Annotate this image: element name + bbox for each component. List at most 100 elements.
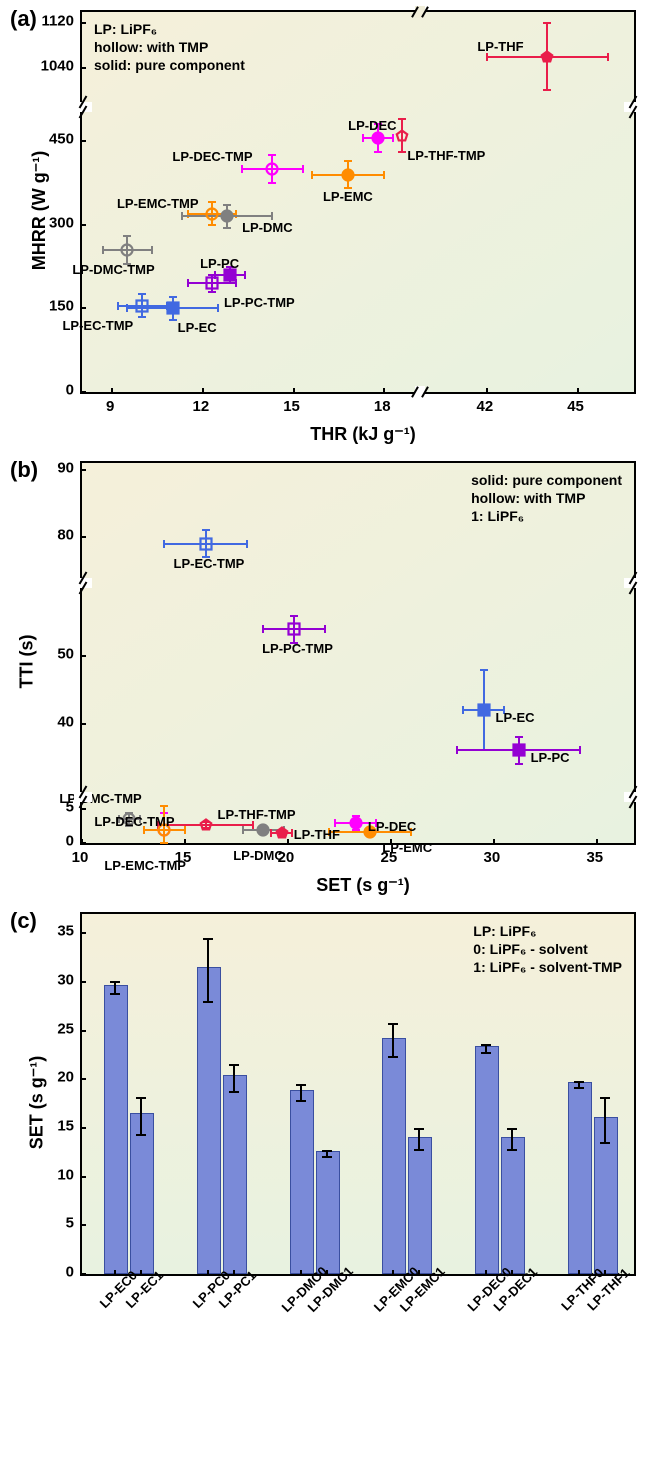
label-lp-thf-tmp: LP-THF-TMP bbox=[218, 807, 296, 822]
xtick: 12 bbox=[193, 398, 210, 415]
errbar-cap bbox=[574, 1087, 584, 1089]
bar-lp-emc1 bbox=[408, 1137, 432, 1274]
xtick: 10 bbox=[72, 849, 89, 866]
marker-lp-ec bbox=[477, 703, 491, 717]
errbar-cap bbox=[324, 625, 326, 633]
marker-lp-pc-tmp bbox=[205, 276, 219, 290]
errbar bbox=[233, 1064, 235, 1091]
errbar-cap bbox=[607, 53, 609, 61]
legend-b: solid: pure componenthollow: with TMP1: … bbox=[471, 471, 622, 526]
errbar-cap bbox=[515, 763, 523, 765]
ytick: 450 bbox=[49, 131, 74, 148]
marker-lp-pc bbox=[512, 743, 526, 757]
errbar-cap bbox=[208, 201, 216, 203]
marker-lp-dec-tmp bbox=[265, 162, 279, 176]
ytick-mark bbox=[80, 307, 86, 309]
errbar-cap bbox=[543, 22, 551, 24]
errbar-cap bbox=[117, 302, 119, 310]
xlabel-b: SET (s g⁻¹) bbox=[80, 875, 646, 896]
xtick: 45 bbox=[567, 398, 584, 415]
errbar-cap bbox=[110, 993, 120, 995]
errbar-cap bbox=[507, 1128, 517, 1130]
marker-lp-ec bbox=[166, 301, 180, 315]
errbar bbox=[418, 1128, 420, 1149]
ytick-mark bbox=[80, 391, 86, 393]
errbar-cap bbox=[246, 540, 248, 548]
ytick: 15 bbox=[57, 1118, 74, 1135]
xtick: 15 bbox=[283, 398, 300, 415]
panel-b: (b) TTI (s) solid: pure componenthollow:… bbox=[10, 461, 646, 896]
marker-lp-pc-tmp bbox=[287, 622, 301, 636]
legend-line: LP: LiPF₆ bbox=[473, 922, 622, 940]
errbar-cap bbox=[398, 151, 406, 153]
legend-line: hollow: with TMP bbox=[471, 489, 622, 507]
errbar-cap bbox=[160, 805, 168, 807]
xtick: 30 bbox=[484, 849, 501, 866]
errbar-cap bbox=[126, 304, 128, 312]
marker-lp-thf-tmp bbox=[395, 129, 409, 143]
marker-lp-emc bbox=[341, 168, 355, 182]
errbar-cap bbox=[311, 171, 313, 179]
marker-lp-dmc bbox=[256, 823, 270, 837]
marker-lp-thf bbox=[540, 50, 554, 64]
xtick: 35 bbox=[586, 849, 603, 866]
marker-lp-dmc-tmp bbox=[120, 243, 134, 257]
axis-break-y bbox=[624, 792, 642, 802]
errbar-cap bbox=[136, 1134, 146, 1136]
label-lp-dmc-tmp: LP-DMC-TMP bbox=[59, 791, 141, 806]
ytick: 0 bbox=[66, 1264, 74, 1281]
ytick: 35 bbox=[57, 923, 74, 940]
marker-lp-dec bbox=[371, 131, 385, 145]
errbar-cap bbox=[268, 182, 276, 184]
errbar-cap bbox=[344, 160, 352, 162]
errbar-cap bbox=[241, 165, 243, 173]
xtick-mark bbox=[596, 839, 598, 845]
ytick: 300 bbox=[49, 214, 74, 231]
ytick: 30 bbox=[57, 972, 74, 989]
errbar-cap bbox=[388, 1056, 398, 1058]
marker-lp-ec-tmp bbox=[199, 537, 213, 551]
label-lp-pc-tmp: LP-PC-TMP bbox=[262, 641, 333, 656]
bar-lp-dmc1 bbox=[316, 1151, 340, 1274]
label-lp-ec: LP-EC bbox=[496, 710, 535, 725]
errbar-cap bbox=[296, 1100, 306, 1102]
plot-area-c: LP: LiPF₆0: LiPF₆ - solvent1: LiPF₆ - so… bbox=[80, 912, 636, 1276]
bar-lp-dec1 bbox=[501, 1137, 525, 1274]
errbar-cap bbox=[398, 118, 406, 120]
ytick-mark bbox=[80, 723, 86, 725]
marker-lp-ec-tmp bbox=[135, 299, 149, 313]
label-lp-dec: LP-DEC bbox=[368, 819, 416, 834]
errbar-cap bbox=[334, 819, 336, 827]
marker-lp-thf-tmp bbox=[199, 818, 213, 832]
label-lp-dec: LP-DEC bbox=[348, 118, 396, 133]
errbar-cap bbox=[507, 1149, 517, 1151]
label-lp-dec-tmp: LP-DEC-TMP bbox=[94, 814, 174, 829]
errbar bbox=[392, 1023, 394, 1056]
ytick: 1040 bbox=[41, 57, 74, 74]
errbar-cap bbox=[579, 746, 581, 754]
ytick: 90 bbox=[57, 459, 74, 476]
errbar-cap bbox=[208, 224, 216, 226]
errbar-cap bbox=[138, 316, 146, 318]
errbar-cap bbox=[223, 227, 231, 229]
errbar-cap bbox=[600, 1142, 610, 1144]
bar-lp-ec1 bbox=[130, 1113, 154, 1274]
xtick-mark bbox=[493, 839, 495, 845]
errbar-cap bbox=[414, 1149, 424, 1151]
xtick-mark bbox=[202, 388, 204, 394]
errbar-cap bbox=[223, 204, 231, 206]
errbar-cap bbox=[543, 89, 551, 91]
axis-break-y bbox=[624, 102, 642, 112]
ytick-mark bbox=[80, 932, 86, 934]
errbar-cap bbox=[184, 826, 186, 834]
ytick-mark bbox=[80, 1176, 86, 1178]
errbar-cap bbox=[229, 1091, 239, 1093]
errbar-cap bbox=[181, 212, 183, 220]
errbar bbox=[300, 1084, 302, 1100]
ytick: 5 bbox=[66, 1215, 74, 1232]
plot-area-b: solid: pure componenthollow: with TMP1: … bbox=[80, 461, 636, 845]
ytick-mark bbox=[80, 981, 86, 983]
errbar-cap bbox=[291, 829, 293, 837]
xlabel-a: THR (kJ g⁻¹) bbox=[80, 424, 646, 445]
ytick: 0 bbox=[66, 382, 74, 399]
